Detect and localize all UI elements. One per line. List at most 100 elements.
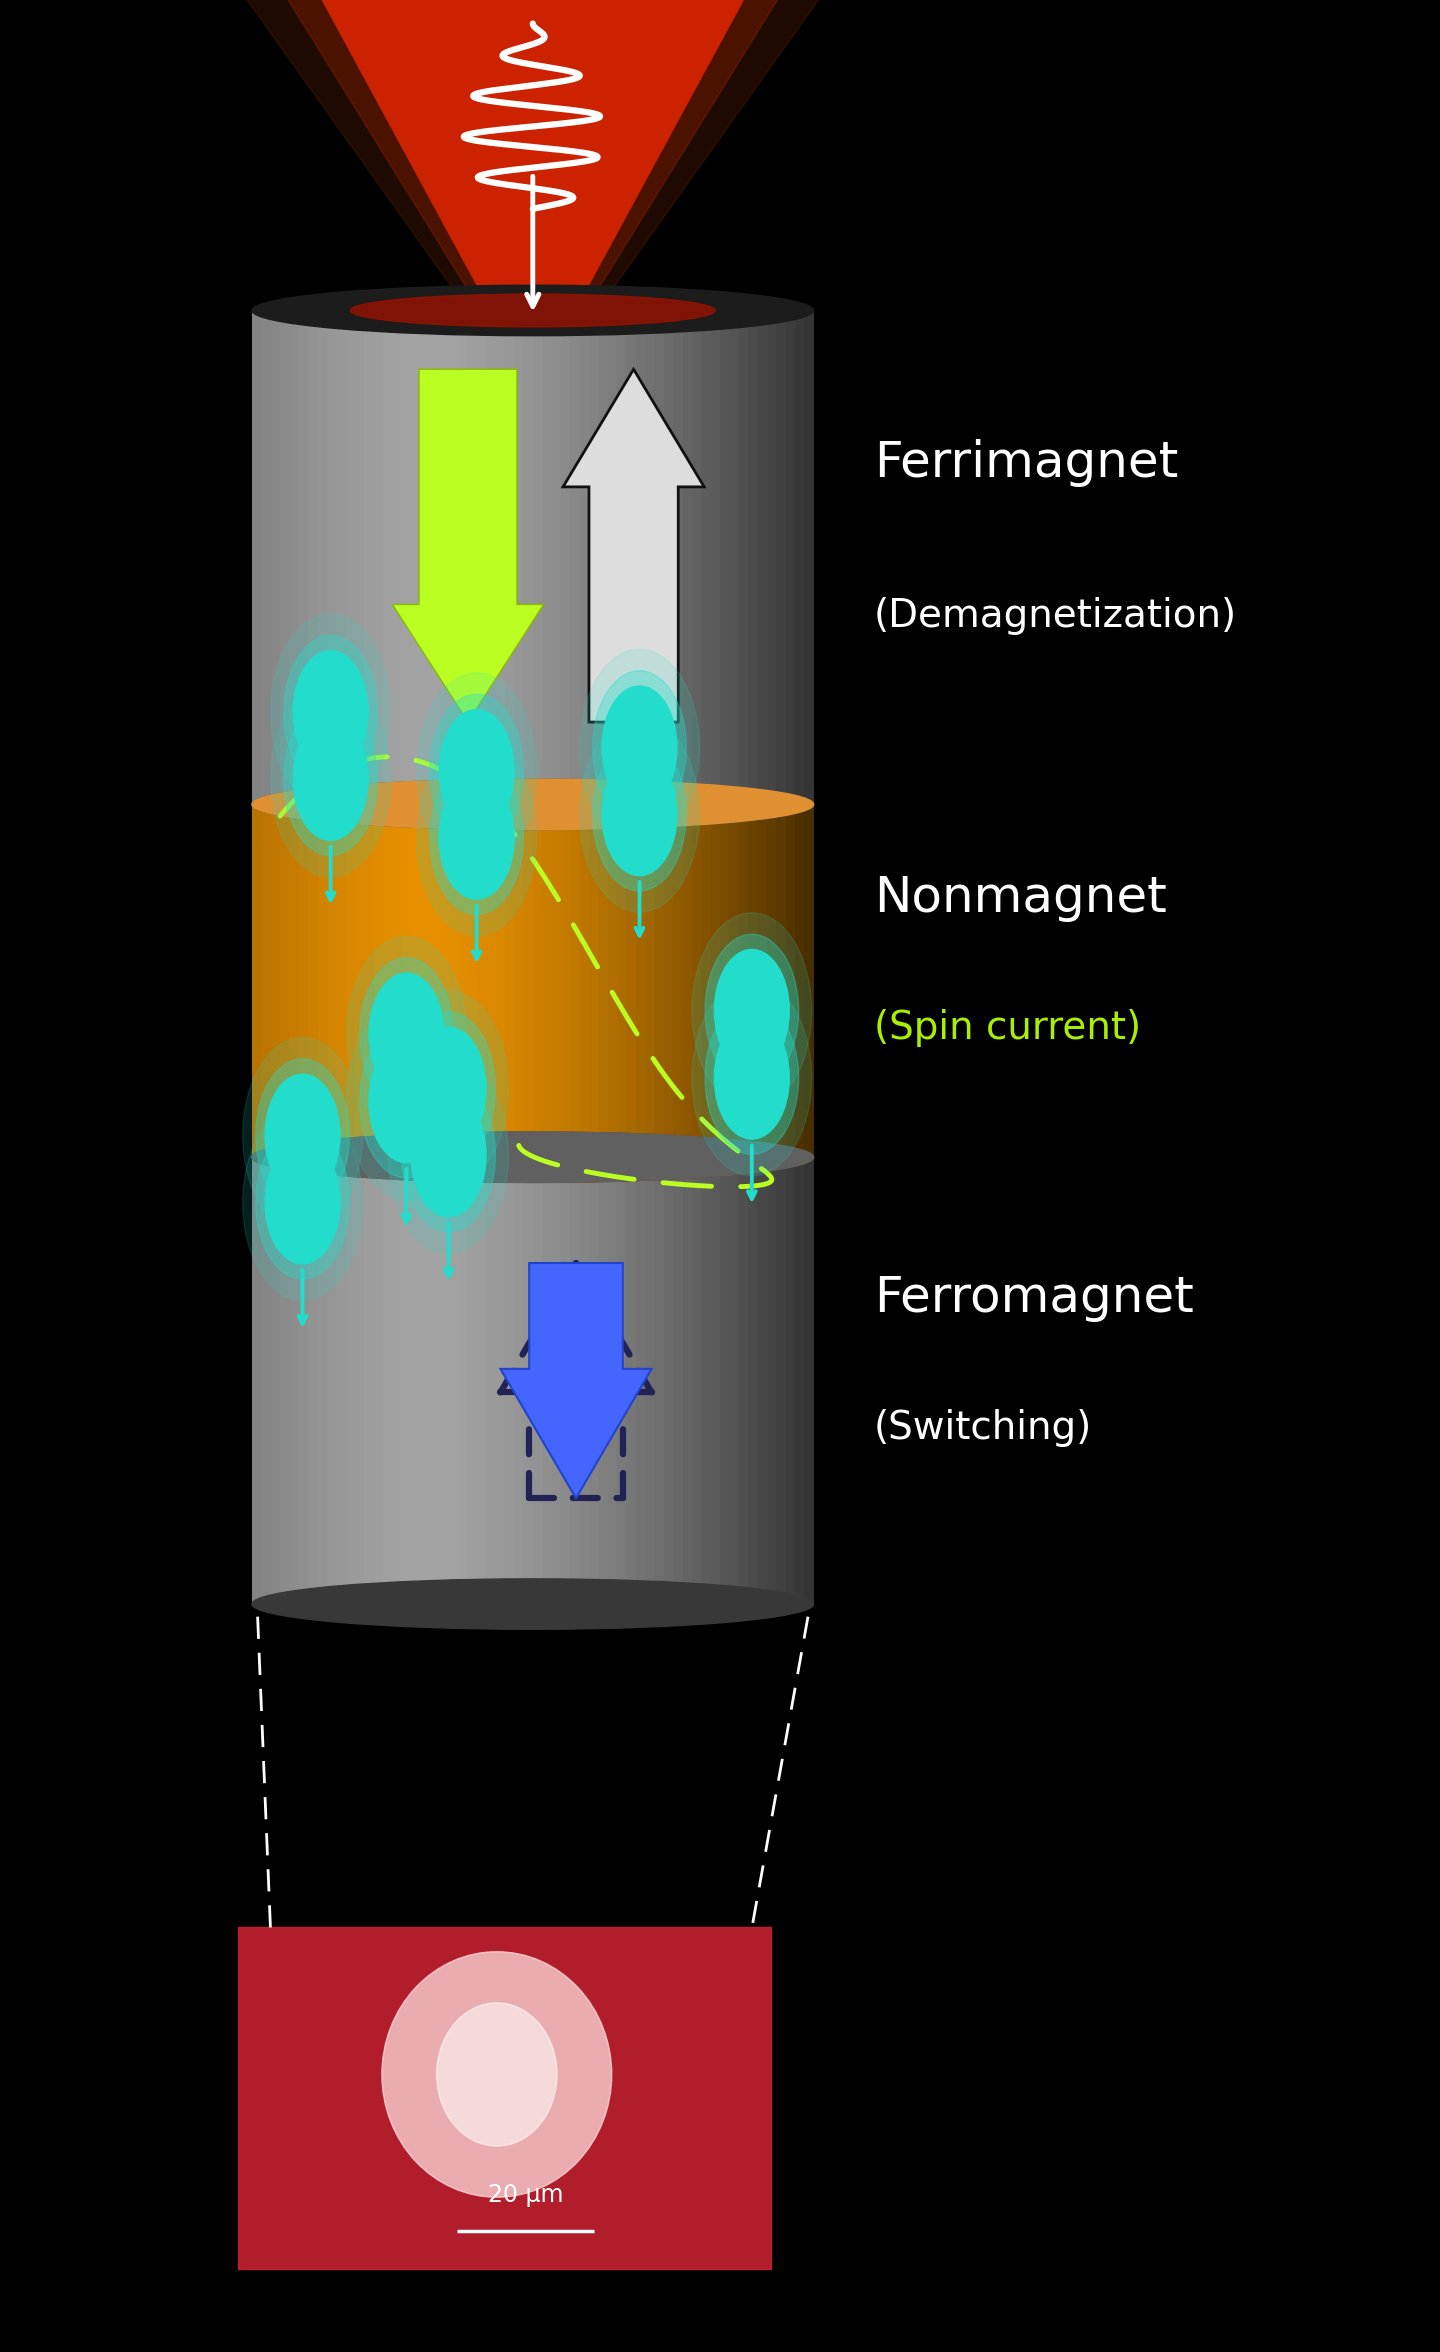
Polygon shape <box>420 310 429 804</box>
Polygon shape <box>467 310 477 804</box>
Polygon shape <box>505 1157 514 1604</box>
Polygon shape <box>364 804 374 1157</box>
Polygon shape <box>364 310 374 804</box>
Text: Ferromagnet: Ferromagnet <box>874 1275 1194 1322</box>
Circle shape <box>284 703 377 856</box>
Polygon shape <box>729 1157 739 1604</box>
Polygon shape <box>374 1157 383 1604</box>
Circle shape <box>389 990 508 1185</box>
Polygon shape <box>317 1157 327 1604</box>
Polygon shape <box>766 310 776 804</box>
Polygon shape <box>552 1157 562 1604</box>
Circle shape <box>412 1094 487 1216</box>
Text: (Spin current): (Spin current) <box>874 1009 1142 1047</box>
Polygon shape <box>786 310 795 804</box>
Polygon shape <box>664 310 672 804</box>
Polygon shape <box>412 310 420 804</box>
Polygon shape <box>645 310 654 804</box>
Polygon shape <box>739 1157 749 1604</box>
Polygon shape <box>608 310 616 804</box>
Circle shape <box>429 694 524 847</box>
Polygon shape <box>346 310 354 804</box>
Polygon shape <box>691 804 701 1157</box>
Ellipse shape <box>436 2004 557 2145</box>
Polygon shape <box>543 310 552 804</box>
Circle shape <box>593 670 687 823</box>
Polygon shape <box>664 804 672 1157</box>
Polygon shape <box>310 0 756 303</box>
Polygon shape <box>374 310 383 804</box>
Circle shape <box>602 753 677 875</box>
Polygon shape <box>683 310 693 804</box>
Polygon shape <box>749 310 757 804</box>
Polygon shape <box>599 804 608 1157</box>
Circle shape <box>369 974 444 1096</box>
Polygon shape <box>729 804 739 1157</box>
Polygon shape <box>757 1157 766 1604</box>
Polygon shape <box>495 310 505 804</box>
Polygon shape <box>616 310 626 804</box>
Polygon shape <box>392 310 402 804</box>
Circle shape <box>294 717 369 840</box>
Ellipse shape <box>252 1131 814 1183</box>
Polygon shape <box>672 310 683 804</box>
Polygon shape <box>749 1157 757 1604</box>
Polygon shape <box>672 1157 683 1604</box>
Polygon shape <box>608 804 616 1157</box>
Polygon shape <box>570 310 579 804</box>
Polygon shape <box>626 310 636 804</box>
Circle shape <box>693 913 812 1108</box>
Polygon shape <box>317 310 327 804</box>
Polygon shape <box>654 310 664 804</box>
Polygon shape <box>589 1157 599 1604</box>
Polygon shape <box>645 804 654 1157</box>
Polygon shape <box>383 310 392 804</box>
Circle shape <box>360 957 454 1110</box>
Polygon shape <box>308 804 317 1157</box>
Polygon shape <box>543 1157 552 1604</box>
Polygon shape <box>252 1157 262 1604</box>
Polygon shape <box>271 310 279 804</box>
Polygon shape <box>289 804 300 1157</box>
Polygon shape <box>336 1157 346 1604</box>
Polygon shape <box>562 310 570 804</box>
Polygon shape <box>589 310 599 804</box>
Circle shape <box>294 652 369 774</box>
Polygon shape <box>683 804 693 1157</box>
Ellipse shape <box>252 779 814 830</box>
Polygon shape <box>392 804 402 1157</box>
Circle shape <box>602 687 677 809</box>
Polygon shape <box>458 310 467 804</box>
Polygon shape <box>645 1157 654 1604</box>
Circle shape <box>706 1002 799 1155</box>
Polygon shape <box>776 310 786 804</box>
Polygon shape <box>354 804 364 1157</box>
Circle shape <box>243 1105 363 1301</box>
Polygon shape <box>599 1157 608 1604</box>
Polygon shape <box>711 804 720 1157</box>
Circle shape <box>412 1028 487 1150</box>
Polygon shape <box>552 310 562 804</box>
Circle shape <box>347 1004 467 1200</box>
Polygon shape <box>524 310 533 804</box>
Polygon shape <box>252 310 262 804</box>
Circle shape <box>271 682 390 877</box>
Polygon shape <box>804 804 814 1157</box>
Polygon shape <box>238 1929 772 2267</box>
Polygon shape <box>739 804 749 1157</box>
Polygon shape <box>795 310 804 804</box>
Polygon shape <box>524 1157 533 1604</box>
Polygon shape <box>374 804 383 1157</box>
Circle shape <box>243 1037 363 1232</box>
Polygon shape <box>720 1157 730 1604</box>
Polygon shape <box>749 804 757 1157</box>
Polygon shape <box>757 310 766 804</box>
Polygon shape <box>599 310 608 804</box>
Polygon shape <box>776 804 786 1157</box>
Circle shape <box>579 649 700 844</box>
Polygon shape <box>570 804 579 1157</box>
Polygon shape <box>487 310 495 804</box>
Polygon shape <box>672 804 683 1157</box>
Polygon shape <box>589 804 599 1157</box>
Polygon shape <box>626 804 636 1157</box>
